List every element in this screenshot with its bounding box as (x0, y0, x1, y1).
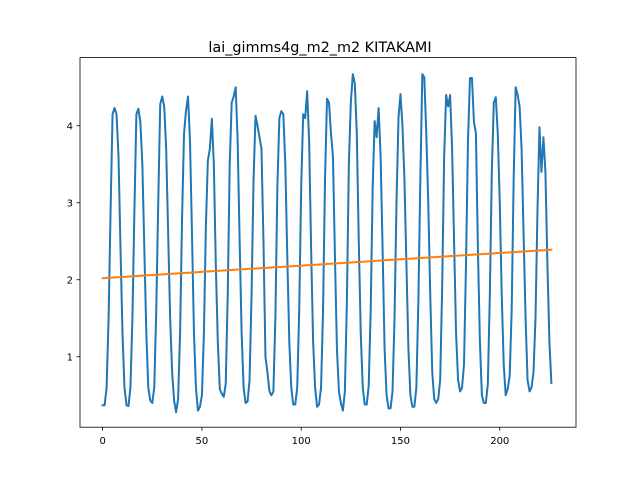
series-line-2 (101, 248, 553, 280)
x-tick-label: 150 (391, 436, 410, 447)
plot-frame (79, 57, 577, 428)
y-tick-label: 2 (67, 275, 73, 286)
x-tick-label: 0 (99, 436, 105, 447)
series-line-1 (101, 73, 553, 414)
y-tick-label: 1 (67, 352, 73, 363)
y-tick-label: 3 (67, 198, 73, 209)
x-tick-label: 50 (196, 436, 209, 447)
y-tick-label: 4 (67, 121, 73, 132)
series-layer (101, 73, 553, 414)
y-axis: 1 2 3 4 (67, 121, 80, 363)
x-tick-label: 100 (292, 436, 311, 447)
x-axis: 0 50 100 150 200 (99, 427, 509, 447)
x-tick-label: 200 (490, 436, 509, 447)
chart-title: lai_gimms4g_m2_m2 KITAKAMI (208, 40, 431, 56)
